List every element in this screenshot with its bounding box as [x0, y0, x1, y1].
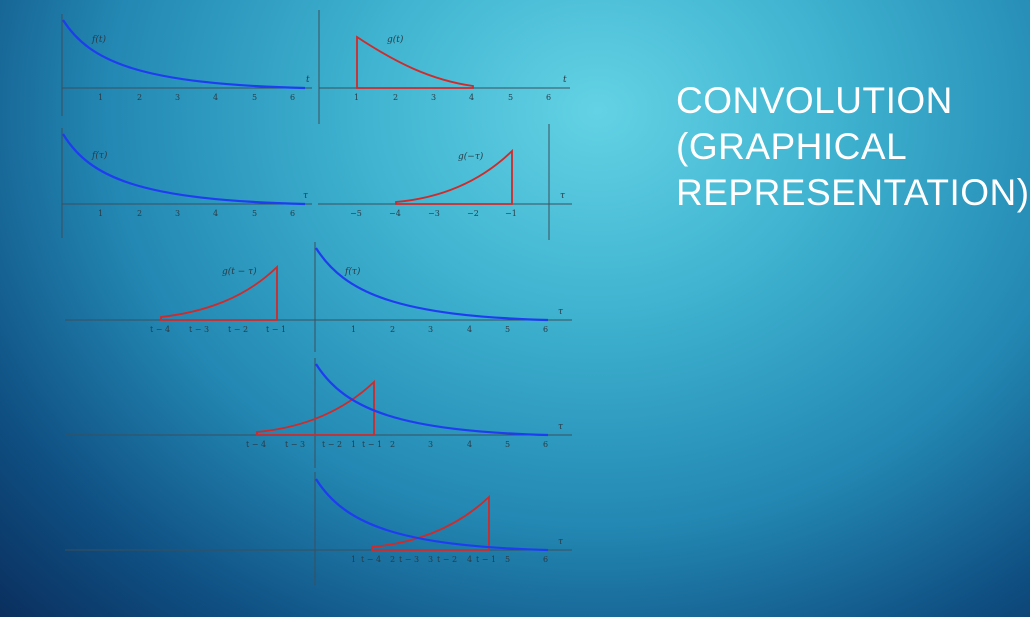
tick-label: 5: [252, 93, 257, 102]
tick-label: 4: [213, 93, 218, 102]
axis-var-label: t: [306, 75, 310, 85]
tick-label: 1: [351, 440, 356, 449]
g-shifted-curve: [371, 494, 490, 551]
f-curve: [315, 478, 549, 552]
title-line-2: (GRAPHICAL: [676, 126, 908, 167]
tick-label: 1: [351, 555, 356, 564]
panel-shift-far: g(t − τ) f(τ) τ t − 4 t − 3 t − 2 t − 1 …: [65, 242, 572, 352]
tick-label: 1: [98, 209, 103, 218]
title-line-1: CONVOLUTION: [676, 80, 953, 121]
tick-label: t − 1: [266, 325, 286, 334]
tick-label: t − 4: [361, 555, 381, 564]
g-curve: [356, 35, 474, 89]
tick-label: 2: [390, 555, 395, 564]
panel-shift-overlap-2: τ 1 t − 4 2 t − 3 3 t − 2 4 t − 1 5 6: [65, 472, 572, 585]
f-curve: [62, 19, 306, 90]
panel-f-of-tau: f(τ) τ 1 2 3 4 5 6: [61, 128, 312, 238]
tick-label: 5: [252, 209, 257, 218]
tick-label: 3: [428, 325, 433, 334]
tick-label: 2: [137, 209, 142, 218]
g-curve: [395, 148, 513, 205]
tick-label: −5: [350, 209, 362, 218]
tick-label: −4: [389, 209, 401, 218]
tick-label: t − 2: [437, 555, 457, 564]
tick-label: 2: [393, 93, 398, 102]
tick-label: 3: [175, 209, 180, 218]
tick-label: 5: [505, 440, 510, 449]
f-curve: [315, 363, 549, 437]
function-label-g: g(t − τ): [222, 266, 257, 277]
tick-label: t − 4: [150, 325, 170, 334]
g-shifted-curve: [256, 379, 375, 436]
tick-label: 4: [467, 555, 472, 564]
panel-g-of-t: g(t) t 1 2 3 4 5 6: [318, 10, 570, 124]
tick-label: −2: [467, 209, 479, 218]
f-curve: [315, 247, 549, 322]
tick-label: 4: [467, 440, 472, 449]
tick-label: 6: [546, 93, 551, 102]
tick-label: t − 1: [362, 440, 382, 449]
tick-label: t − 3: [399, 555, 419, 564]
tick-label: −3: [428, 209, 440, 218]
tick-label: t − 3: [285, 440, 305, 449]
tick-label: 4: [469, 93, 474, 102]
title-line-3: REPRESENTATION): [676, 172, 1030, 213]
axis-var-label: τ: [303, 191, 309, 201]
tick-label: t − 3: [189, 325, 209, 334]
tick-label: 6: [290, 93, 295, 102]
axis-var-label: τ: [558, 307, 564, 317]
tick-label: 2: [390, 325, 395, 334]
tick-label: 5: [505, 325, 510, 334]
function-label: f(τ): [91, 150, 108, 161]
function-label: g(t): [387, 34, 404, 45]
panel-g-of-minus-tau: g(−τ) τ −5 −4 −3 −2 −1: [318, 124, 572, 240]
axis-var-label: τ: [560, 191, 566, 201]
tick-label: 1: [351, 325, 356, 334]
tick-label: 4: [467, 325, 472, 334]
tick-label: t − 2: [228, 325, 248, 334]
tick-label: 6: [543, 440, 548, 449]
g-shifted-curve: [160, 264, 278, 321]
axis-var-label: τ: [558, 422, 564, 432]
function-label: g(−τ): [458, 151, 484, 162]
tick-label: 1: [98, 93, 103, 102]
tick-label: t − 1: [476, 555, 496, 564]
panel-shift-overlap-1: τ t − 4 t − 3 t − 2 1 t − 1 2 3 4 5 6: [65, 358, 572, 468]
axis-var-label: t: [563, 75, 567, 85]
tick-label: t − 4: [246, 440, 266, 449]
tick-label: 2: [390, 440, 395, 449]
tick-label: 3: [428, 555, 433, 564]
tick-label: 2: [137, 93, 142, 102]
tick-label: 3: [431, 93, 436, 102]
panel-f-of-t: f(t) t 1 2 3 4 5 6: [61, 14, 312, 116]
tick-label: t − 2: [322, 440, 342, 449]
tick-label: 6: [290, 209, 295, 218]
function-label: f(t): [91, 34, 106, 45]
tick-label: 3: [175, 93, 180, 102]
tick-label: 4: [213, 209, 218, 218]
tick-label: 6: [543, 555, 548, 564]
tick-label: −1: [505, 209, 517, 218]
tick-label: 6: [543, 325, 548, 334]
slide-title: CONVOLUTION (GRAPHICAL REPRESENTATION): [676, 78, 1030, 216]
tick-label: 3: [428, 440, 433, 449]
tick-label: 1: [354, 93, 359, 102]
tick-label: 5: [508, 93, 513, 102]
f-curve: [62, 133, 306, 206]
axis-var-label: τ: [558, 537, 564, 547]
tick-label: 5: [505, 555, 510, 564]
function-label-f: f(τ): [344, 266, 361, 277]
